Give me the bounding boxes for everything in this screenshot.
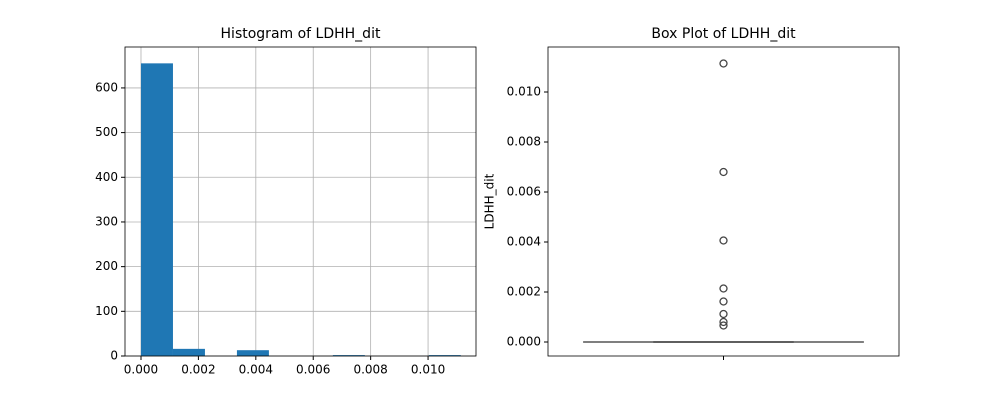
outlier — [719, 236, 728, 245]
x-tick-label: 0.002 — [181, 363, 215, 377]
axes-frame — [547, 46, 900, 357]
chart-title: Histogram of LDHH_dit — [221, 26, 381, 42]
outlier — [719, 321, 728, 330]
y-tick-label: 0 — [110, 349, 118, 363]
y-tick-label: 0.004 — [507, 235, 541, 249]
y-tick-label: 0.002 — [507, 285, 541, 299]
outlier — [719, 59, 728, 68]
y-tick-label: 0.000 — [507, 335, 541, 349]
histogram-bar — [428, 355, 461, 356]
y-tick-label: 300 — [95, 214, 118, 228]
outlier — [719, 297, 728, 306]
x-tick-label: 0.010 — [411, 363, 445, 377]
y-tick-label: 0.010 — [507, 85, 541, 99]
x-tick-label: 0.000 — [124, 363, 158, 377]
y-tick-label: 400 — [95, 170, 118, 184]
y-tick-label: 0.008 — [507, 135, 541, 149]
y-tick-label: 0.006 — [507, 185, 541, 199]
chart-title: Box Plot of LDHH_dit — [651, 26, 796, 42]
outlier — [719, 317, 728, 327]
y-tick-label: 100 — [95, 304, 118, 318]
histogram-bar — [236, 350, 269, 356]
histogram-bar — [332, 355, 365, 356]
y-axis-label: LDHH_dit — [483, 173, 497, 229]
y-tick-label: 600 — [95, 80, 118, 94]
y-tick-label: 200 — [95, 259, 118, 273]
x-tick-label: 0.006 — [296, 363, 330, 377]
outlier — [719, 284, 728, 293]
outlier — [719, 309, 728, 319]
histogram-bar — [172, 348, 205, 356]
x-tick-label: 0.004 — [239, 363, 273, 377]
axes-frame — [124, 46, 477, 357]
histogram-bar — [140, 63, 173, 357]
y-tick-label: 500 — [95, 125, 118, 139]
outlier — [719, 167, 728, 177]
x-tick-label: 0.008 — [353, 363, 387, 377]
